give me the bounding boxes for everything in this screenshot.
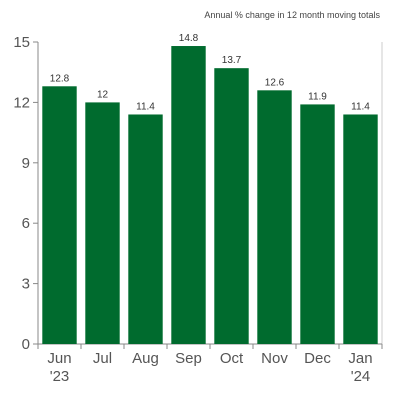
bar-value-label: 14.8 xyxy=(179,33,199,44)
bar-value-label: 12.6 xyxy=(265,77,285,88)
y-tick-label: 3 xyxy=(22,276,30,293)
bar-value-label: 12.8 xyxy=(50,73,70,84)
bar xyxy=(300,104,335,344)
y-tick-label: 6 xyxy=(22,215,30,232)
bar xyxy=(128,114,163,344)
bar-value-label: 11.9 xyxy=(308,91,327,102)
x-tick-label: Oct xyxy=(220,350,244,367)
y-tick-label: 9 xyxy=(22,155,30,172)
bar xyxy=(171,46,206,344)
y-tick-label: 12 xyxy=(13,94,30,111)
bar-value-label: 12 xyxy=(97,89,109,100)
x-tick-label: Jul xyxy=(93,350,112,367)
bar-value-label: 11.4 xyxy=(136,101,155,112)
bar xyxy=(42,86,77,344)
x-tick-label-year: '23 xyxy=(50,368,70,385)
bar xyxy=(257,90,292,344)
bar-value-label: 11.4 xyxy=(351,101,370,112)
x-tick-label: Aug xyxy=(132,350,159,367)
y-tick-label: 0 xyxy=(22,336,30,353)
x-tick-label: Jan xyxy=(348,350,372,367)
x-tick-label: Dec xyxy=(304,350,331,367)
bar xyxy=(214,68,249,344)
x-tick-label-year: '24 xyxy=(351,368,371,385)
bar-value-label: 13.7 xyxy=(222,55,242,66)
chart-subtitle: Annual % change in 12 month moving total… xyxy=(204,10,380,20)
x-tick-label: Nov xyxy=(261,350,288,367)
y-tick-label: 15 xyxy=(13,34,30,51)
bar xyxy=(343,114,378,344)
x-tick-label: Sep xyxy=(175,350,202,367)
bar xyxy=(85,102,120,345)
x-tick-label: Jun xyxy=(47,350,71,367)
